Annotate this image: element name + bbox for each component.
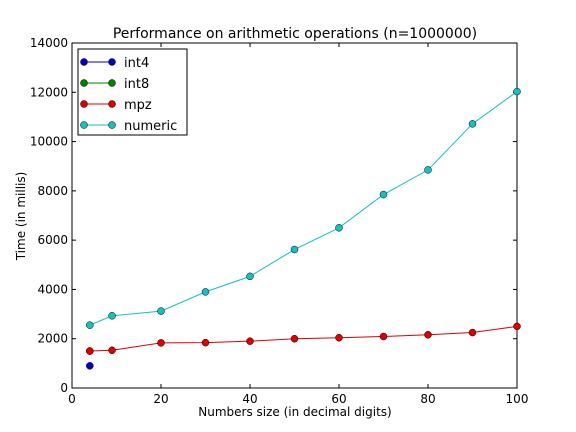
data-point-numeric [108,312,116,320]
data-point-mpz [108,346,116,355]
data-point-mpz [246,337,254,345]
legend-box [77,48,188,136]
legend-marker-int8 [80,79,88,87]
legend-marker-numeric [80,121,88,129]
legend-marker-mpz [108,100,116,108]
y-tick-label: 6000 [37,233,68,247]
data-point-mpz [290,334,299,343]
legend-marker-int4 [108,58,116,66]
y-tick-label: 14000 [30,36,68,50]
y-tick-label: 10000 [30,135,68,149]
data-point-numeric [424,166,432,174]
data-point-numeric [86,321,94,329]
series-layer [86,87,521,370]
x-axis: 0 20 40 60 80 100 [68,43,528,406]
data-point-mpz [379,332,388,341]
x-axis-label: Numbers size (in decimal digits) [198,405,391,419]
y-tick-label: 0 [60,381,68,395]
x-tick-label: 40 [242,392,257,406]
series-numeric [86,87,521,329]
data-point-mpz [335,333,343,342]
legend-label-int4: int4 [124,56,149,71]
data-point-mpz [201,338,210,347]
series-mpz [86,322,521,355]
y-tick-label: 12000 [30,85,68,99]
y-axis-label: Time (in millis) [14,172,28,262]
legend-label-mpz: mpz [124,98,152,113]
legend-marker-int8 [108,79,116,87]
legend-marker-mpz [80,100,88,108]
x-tick-label: 80 [420,392,435,406]
x-tick-label: 20 [153,392,168,406]
data-point-numeric [468,120,477,128]
legend-marker-numeric [108,121,116,129]
y-axis: 0 2000 4000 6000 8000 10000 12000 14000 [30,36,517,395]
y-tick-label: 2000 [37,332,68,346]
legend-label-numeric: numeric [124,119,177,134]
data-point-numeric [201,288,210,296]
x-tick-label: 60 [331,392,346,406]
data-point-int4 [86,362,94,370]
data-point-numeric [379,190,388,199]
x-tick-label: 0 [68,392,76,406]
data-point-numeric [246,272,254,281]
data-point-mpz [157,339,165,347]
chart-title: Performance on arithmetic operations (n=… [113,26,477,42]
legend: int4 int8 mpz numeric [77,48,188,136]
legend-marker-int4 [80,58,88,66]
series-int4 [86,362,94,370]
data-point-numeric [335,224,343,232]
x-tick-label: 100 [506,392,529,406]
data-point-mpz [86,347,94,355]
data-point-mpz [513,322,521,331]
data-point-mpz [424,331,432,339]
legend-label-int8: int8 [124,77,149,92]
y-tick-label: 4000 [37,282,68,296]
data-point-mpz [468,328,477,337]
data-point-numeric [157,307,165,315]
y-tick-label: 8000 [37,184,68,198]
data-point-numeric [513,87,521,96]
data-point-numeric [290,245,299,254]
